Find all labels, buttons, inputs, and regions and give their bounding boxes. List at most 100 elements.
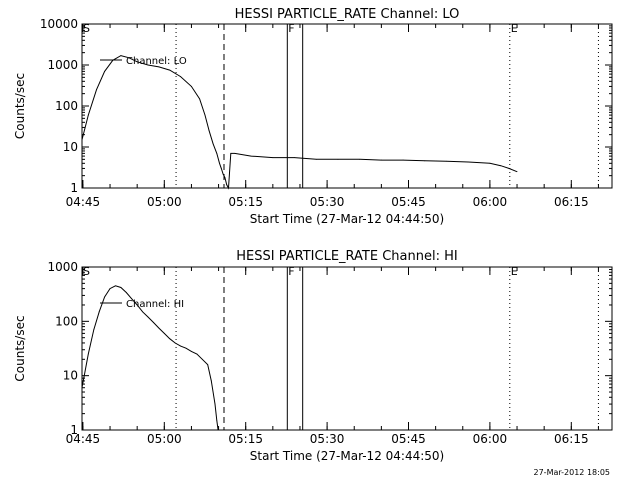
y-tick-label: 10: [63, 369, 78, 383]
x-axis-label: Start Time (27-Mar-12 04:44:50): [250, 449, 444, 463]
data-point: [169, 69, 171, 71]
y-tick-label: 10000: [40, 17, 78, 31]
data-point: [230, 152, 232, 154]
chart-panel-lo: HESSI PARTICLE_RATE Channel: LO 1 10 100 100…: [13, 7, 613, 226]
y-tick-label: 1: [70, 423, 78, 437]
data-point: [125, 292, 127, 293]
data-point: [216, 420, 218, 421]
data-point: [147, 64, 149, 66]
data-point: [380, 159, 382, 161]
data-point: [169, 338, 171, 340]
y-tick-label: 10: [63, 140, 78, 154]
x-tick-label: 06:15: [554, 195, 589, 209]
data-point: [359, 158, 361, 160]
data-point: [93, 329, 95, 331]
data-point: [96, 89, 97, 91]
plot-frame: [81, 266, 613, 431]
x-tick-label: 05:00: [147, 432, 182, 446]
event-marker-label: F: [288, 265, 294, 278]
data-point: [424, 160, 426, 162]
data-point: [489, 162, 491, 164]
data-point: [208, 130, 210, 132]
data-point: [516, 171, 518, 173]
data-point: [158, 66, 160, 68]
footer-timestamp: 27-Mar-2012 18:05: [534, 468, 611, 477]
chart-title: HESSI PARTICLE_RATE Channel: LO: [235, 7, 460, 22]
x-tick-label: 04:45: [66, 195, 101, 209]
data-point: [163, 332, 165, 334]
data-point: [196, 353, 198, 355]
y-axis-label: Counts/sec: [13, 73, 27, 139]
x-tick-label: 05:15: [228, 195, 263, 209]
legend-label: Channel: LO: [126, 56, 187, 67]
series-line: [81, 285, 219, 431]
event-marker-label: F: [288, 22, 294, 35]
data-point: [191, 86, 192, 87]
data-point: [158, 327, 160, 329]
data-point: [128, 57, 130, 59]
data-point: [199, 98, 200, 100]
x-axis-label: Start Time (27-Mar-12 04:44:50): [250, 212, 444, 226]
data-point: [201, 358, 203, 360]
data-point: [131, 298, 133, 300]
y-tick-label: 1000: [47, 260, 78, 274]
data-point: [185, 347, 187, 349]
data-point: [500, 165, 502, 167]
data-point: [136, 61, 138, 63]
x-tick-label: 05:45: [391, 432, 426, 446]
data-point: [204, 114, 206, 116]
legend-label: Channel: HI: [126, 299, 184, 310]
series-line: [81, 55, 518, 190]
data-point: [234, 152, 236, 154]
data-point: [120, 55, 122, 56]
data-point: [142, 311, 143, 313]
data-point: [115, 285, 116, 287]
y-tick-label: 100: [55, 99, 78, 113]
x-tick-label: 05:45: [391, 195, 426, 209]
data-point: [191, 350, 192, 352]
data-point: [153, 322, 154, 323]
plot-frame: [81, 23, 613, 189]
data-point: [508, 168, 510, 169]
data-point: [446, 160, 447, 162]
y-tick-label: 100: [55, 314, 78, 328]
event-marker-label: S: [83, 265, 90, 278]
data-point: [250, 155, 252, 157]
data-point: [147, 316, 149, 318]
data-point: [98, 311, 100, 313]
x-tick-label: 05:30: [310, 195, 345, 209]
data-point: [226, 184, 228, 186]
data-point: [294, 157, 295, 159]
data-point: [104, 70, 106, 72]
data-point: [112, 59, 114, 61]
data-point: [402, 159, 404, 161]
data-point: [217, 429, 219, 431]
data-point: [212, 143, 214, 145]
data-point: [216, 152, 218, 154]
data-point: [315, 158, 317, 160]
data-point: [214, 403, 216, 405]
x-tick-label: 06:00: [473, 195, 508, 209]
data-point: [87, 353, 89, 355]
chart-title: HESSI PARTICLE_RATE Channel: HI: [236, 249, 457, 264]
data-point: [467, 161, 469, 163]
data-point: [109, 288, 111, 290]
data-point: [180, 345, 181, 347]
data-point: [228, 187, 229, 189]
data-point: [174, 342, 176, 344]
data-point: [81, 387, 83, 389]
x-tick-label: 05:30: [310, 432, 345, 446]
data-point: [120, 287, 122, 288]
x-tick-label: 05:00: [147, 195, 182, 209]
data-point: [81, 139, 83, 141]
data-point: [224, 177, 226, 178]
data-point: [337, 158, 339, 160]
data-point: [104, 296, 106, 298]
data-point: [87, 114, 89, 116]
event-marker-label: S: [83, 22, 90, 35]
x-tick-label: 06:00: [473, 432, 508, 446]
x-tick-label: 05:15: [228, 432, 263, 446]
x-tick-label: 04:45: [66, 432, 101, 446]
data-point: [272, 157, 274, 159]
data-point: [207, 364, 209, 365]
